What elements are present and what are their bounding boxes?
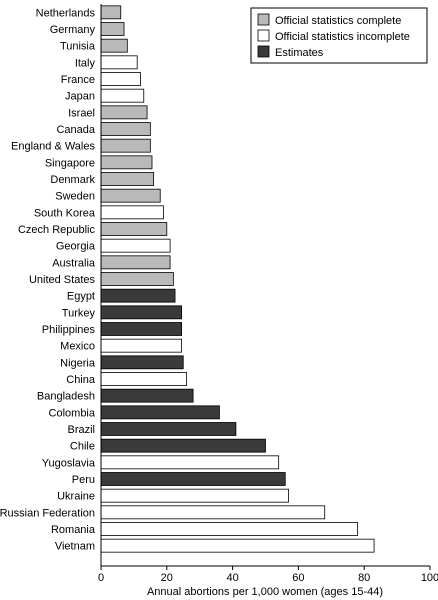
bar-philippines — [100, 322, 183, 336]
category-label: Colombia — [49, 407, 96, 419]
category-label: Yugoslavia — [42, 457, 96, 469]
category-label: Israel — [68, 107, 95, 119]
bar-south-korea — [100, 205, 164, 220]
bar-brazil — [100, 422, 237, 436]
category-label: Denmark — [50, 174, 95, 186]
x-tick-label: 0 — [98, 572, 104, 584]
bar-ukraine — [100, 488, 289, 503]
category-label: Australia — [52, 257, 96, 269]
x-tick-label: 80 — [358, 572, 370, 584]
bar-tunisia — [100, 38, 128, 53]
category-label: Sweden — [55, 191, 95, 203]
category-label: Italy — [75, 57, 96, 69]
legend-box — [250, 7, 428, 64]
legend-items: Official statistics complete Official sta… — [257, 13, 410, 59]
bar-china — [100, 372, 187, 386]
category-label: Peru — [72, 474, 95, 486]
bar-canada — [100, 122, 151, 136]
x-tick-label: 60 — [292, 572, 304, 584]
category-label: England & Wales — [11, 141, 95, 153]
bar-czech-republic — [100, 222, 168, 236]
bars-layer — [100, 5, 375, 553]
legend-label-estimates: Estimates — [275, 47, 324, 59]
category-labels: Netherlands Germany Tunisia Italy France Japa… — [0, 7, 96, 552]
bar-australia — [100, 255, 171, 270]
bar-egypt — [100, 288, 176, 303]
x-axis-label: Annual abortions per 1,000 women (ages 1… — [147, 586, 383, 598]
category-label: South Korea — [34, 207, 96, 219]
bar-germany — [100, 22, 125, 36]
bar-yugoslavia — [100, 455, 280, 470]
bar-sweden — [100, 188, 161, 203]
bar-romania — [100, 522, 359, 536]
category-label: United States — [29, 274, 96, 286]
x-tick-label: 100 — [421, 572, 438, 584]
legend-swatch-estimates — [257, 45, 270, 58]
category-label: Bangladesh — [37, 391, 95, 403]
category-label: Brazil — [67, 424, 95, 436]
category-label: Philippines — [42, 324, 96, 336]
bar-denmark — [100, 172, 155, 186]
bar-colombia — [100, 405, 220, 420]
category-label: Mexico — [60, 341, 95, 353]
bar-italy — [100, 55, 138, 70]
category-label: France — [61, 74, 95, 86]
bar-mexico — [100, 338, 183, 353]
bar-netherlands — [100, 5, 122, 20]
x-tick-label: 20 — [161, 572, 173, 584]
category-label: Turkey — [62, 307, 96, 319]
category-label: Egypt — [67, 291, 95, 303]
bar-israel — [100, 105, 148, 120]
category-label: Germany — [50, 24, 96, 36]
bar-chile — [100, 438, 266, 453]
bar-turkey — [100, 305, 183, 320]
category-label: Tunisia — [60, 41, 96, 53]
category-label: Czech Republic — [18, 224, 96, 236]
bar-japan — [100, 88, 145, 103]
bar-nigeria — [100, 355, 184, 370]
bar-singapore — [100, 155, 153, 170]
bar-peru — [100, 472, 286, 486]
legend: Official statistics complete Official sta… — [250, 7, 428, 64]
bar-france — [100, 72, 141, 86]
bar-vietnam — [100, 538, 375, 553]
legend-label-complete: Official statistics complete — [275, 15, 401, 27]
legend-swatch-incomplete — [257, 29, 270, 42]
category-label: Russian Federation — [0, 507, 95, 519]
bar-russian-federation — [100, 505, 326, 520]
category-label: Canada — [56, 124, 95, 136]
x-tick-label: 40 — [226, 572, 238, 584]
category-label: Singapore — [45, 157, 95, 169]
x-axis: 0 20 40 60 80 100 — [98, 4, 438, 584]
bar-georgia — [100, 238, 171, 253]
legend-swatch-complete — [257, 13, 270, 26]
category-label: Ukraine — [57, 491, 95, 503]
category-label: Nigeria — [60, 357, 96, 369]
category-label: Romania — [51, 524, 96, 536]
legend-label-incomplete: Official statistics incomplete — [275, 31, 410, 43]
bar-england-wales — [100, 138, 151, 153]
category-label: China — [66, 374, 96, 386]
category-label: Georgia — [56, 241, 96, 253]
category-label: Japan — [65, 91, 95, 103]
bar-united-states — [100, 272, 174, 286]
category-label: Netherlands — [36, 7, 96, 19]
bar-bangladesh — [100, 388, 194, 403]
category-label: Chile — [70, 441, 95, 453]
category-label: Vietnam — [55, 541, 95, 553]
